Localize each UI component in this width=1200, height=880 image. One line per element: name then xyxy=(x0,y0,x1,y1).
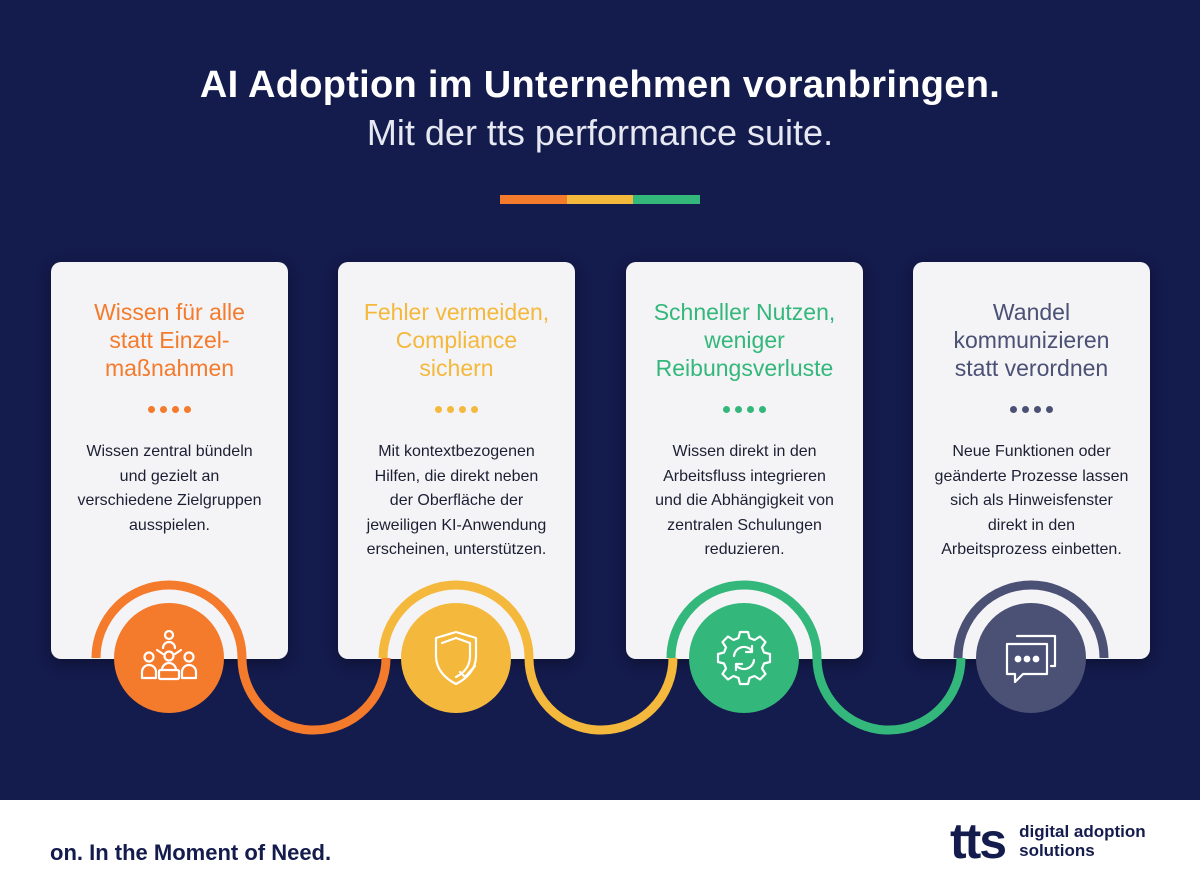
page-subtitle: Mit der tts performance suite. xyxy=(366,112,834,153)
card-body: Neue Funktionen oder geänderte Prozesse … xyxy=(934,443,1129,558)
team-icon xyxy=(114,603,224,713)
gear-cycle-icon xyxy=(689,603,799,713)
dots-divider xyxy=(913,406,1150,414)
page-title: AI Adoption im Unternehmen voranbringen. xyxy=(199,64,1001,106)
card-title: Wandel kommunizieren statt verordnen xyxy=(953,299,1110,381)
divider-orange xyxy=(500,195,567,204)
card-wandel: Wandel kommunizieren statt verordnen Neu… xyxy=(913,262,1150,659)
card-body: Wissen zentral bündeln und gezielt an ve… xyxy=(77,443,262,534)
logo-text: digital adoption solutions xyxy=(1019,822,1146,860)
chat-window-icon xyxy=(976,603,1086,713)
tts-logo: tts digital adoption solutions xyxy=(950,813,1146,869)
card-fehler: Fehler vermeiden, Compliance sichern Mit… xyxy=(338,262,575,659)
card-title: Fehler vermeiden, Compliance sichern xyxy=(363,299,550,381)
divider-yellow xyxy=(566,195,634,204)
card-nutzen: Schneller Nutzen, weniger Reibungsverlus… xyxy=(626,262,863,659)
logo-mark: tts xyxy=(950,813,1007,869)
card-title: Schneller Nutzen, weniger Reibungsverlus… xyxy=(653,299,836,381)
dots-divider xyxy=(338,406,575,414)
card-body: Mit kontextbezogenen Hilfen, die direkt … xyxy=(366,443,547,558)
card-title: Wissen für alle statt Einzel- maßnahmen xyxy=(94,299,245,381)
tricolor-divider xyxy=(500,195,701,204)
card-body: Wissen direkt in den Arbeitsfluss integr… xyxy=(655,443,834,558)
card-wissen: Wissen für alle statt Einzel- maßnahmen … xyxy=(51,262,288,659)
footer-tagline: on. In the Moment of Need. xyxy=(50,840,332,865)
dots-divider xyxy=(51,406,288,414)
divider-green xyxy=(633,195,701,204)
wave-connector xyxy=(91,580,1109,735)
shield-check-icon xyxy=(401,603,511,713)
dots-divider xyxy=(626,406,863,414)
